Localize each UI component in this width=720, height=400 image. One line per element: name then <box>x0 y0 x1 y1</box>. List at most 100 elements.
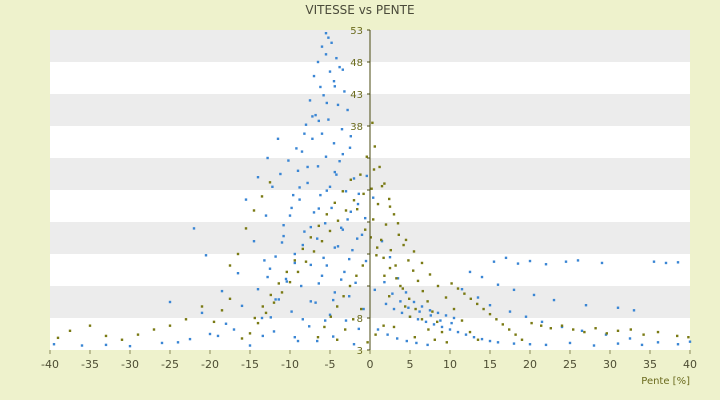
data-point <box>220 289 224 293</box>
data-point <box>304 123 308 126</box>
data-point <box>316 339 319 343</box>
data-point <box>320 132 324 135</box>
data-point <box>344 209 348 212</box>
data-point <box>263 259 266 262</box>
data-point <box>376 328 380 331</box>
data-point <box>396 222 400 225</box>
data-point <box>274 255 277 258</box>
data-point <box>407 259 410 262</box>
data-point <box>594 327 597 330</box>
data-point <box>309 263 312 267</box>
data-point <box>293 252 296 256</box>
data-point <box>396 337 399 340</box>
data-point <box>476 338 480 341</box>
data-point <box>370 187 373 190</box>
data-point <box>384 223 388 226</box>
data-point <box>300 150 304 153</box>
data-point <box>652 260 656 263</box>
data-point <box>391 292 394 295</box>
data-point <box>282 234 285 238</box>
data-point <box>488 312 492 316</box>
data-point <box>508 328 511 331</box>
data-point <box>261 305 264 308</box>
data-point <box>341 152 344 156</box>
data-point <box>351 248 354 252</box>
data-point <box>322 94 325 97</box>
data-point <box>319 85 322 89</box>
x-axis-ticks: -40 -35 -30 -25 -20 -15 -10 -5 0 5 10 15 20 25 30 35 40 <box>41 350 697 371</box>
data-point <box>420 261 424 265</box>
data-point <box>415 341 418 345</box>
data-point <box>280 241 284 244</box>
data-point <box>184 318 188 321</box>
data-point <box>440 325 444 329</box>
data-point <box>253 316 256 320</box>
data-point <box>309 236 312 239</box>
data-point <box>216 334 220 338</box>
data-point <box>343 90 346 93</box>
data-point <box>583 330 586 334</box>
x-tick-label: 5 <box>407 358 414 371</box>
data-point <box>284 277 288 281</box>
data-point <box>468 330 472 334</box>
data-point <box>192 227 196 230</box>
data-point <box>303 132 306 135</box>
data-point <box>514 333 517 336</box>
data-point <box>324 222 327 225</box>
data-point <box>335 173 338 176</box>
data-point <box>378 165 381 169</box>
data-point <box>520 338 524 341</box>
data-point <box>329 315 332 318</box>
data-point <box>564 260 568 263</box>
data-point <box>168 300 172 304</box>
data-point <box>360 307 363 311</box>
data-point <box>373 288 376 292</box>
data-point <box>355 274 358 277</box>
data-point <box>656 341 660 344</box>
data-point <box>332 335 335 338</box>
data-point <box>549 327 552 330</box>
data-point <box>316 60 320 64</box>
data-point <box>340 226 343 229</box>
x-tick-label: 0 <box>367 358 374 371</box>
data-point <box>362 307 365 311</box>
data-point <box>342 295 345 298</box>
data-point <box>372 196 375 199</box>
data-point <box>432 323 436 326</box>
data-point <box>397 233 400 236</box>
data-point <box>399 284 402 288</box>
data-point <box>332 298 335 302</box>
data-point <box>676 261 680 264</box>
data-point <box>404 238 408 242</box>
data-point <box>330 206 333 210</box>
data-points <box>52 32 692 348</box>
data-point <box>335 56 338 60</box>
data-point <box>293 259 296 262</box>
data-point <box>314 301 317 304</box>
data-point <box>412 300 416 304</box>
data-point <box>317 282 320 285</box>
data-point <box>340 278 343 281</box>
data-point <box>52 343 56 346</box>
data-point <box>152 328 156 331</box>
data-point <box>349 210 352 213</box>
data-point <box>356 202 360 206</box>
data-point <box>365 174 368 178</box>
data-point <box>444 296 448 299</box>
data-point <box>388 295 391 298</box>
data-point <box>394 264 397 267</box>
data-point <box>402 243 405 247</box>
data-point <box>176 341 180 344</box>
data-point <box>380 184 384 188</box>
x-tick-label: -20 <box>201 358 219 371</box>
x-tick-label: -30 <box>121 358 139 371</box>
data-point <box>364 259 368 263</box>
y-tick-label: 8 <box>357 314 363 325</box>
data-point <box>580 329 584 332</box>
data-point <box>524 315 528 318</box>
data-point <box>472 336 476 339</box>
data-point <box>349 135 352 138</box>
data-point <box>328 313 332 316</box>
data-point <box>324 32 328 35</box>
data-point <box>444 314 448 317</box>
